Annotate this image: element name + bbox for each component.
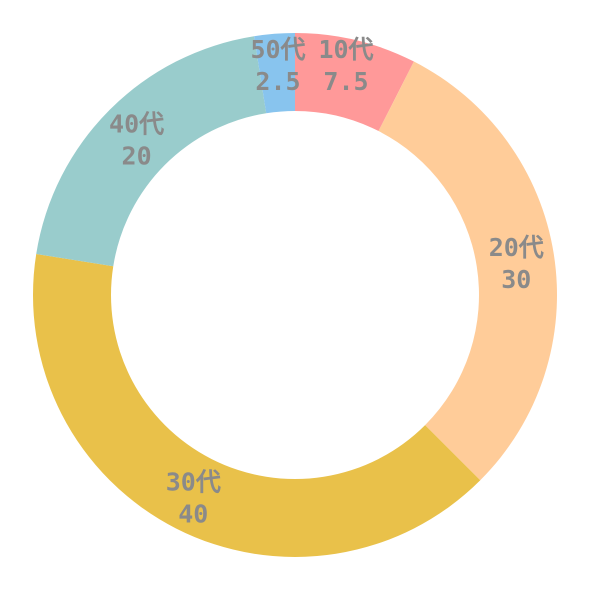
slice-value-label: 20 [122, 142, 152, 171]
slice-label-1: 20代 30 [489, 233, 544, 294]
slice-category-label: 10代 [318, 35, 373, 64]
slice-label-3: 40代 20 [109, 110, 164, 171]
slice-category-label: 50代 [250, 35, 305, 64]
slice-label-4: 50代 2.5 [250, 35, 305, 96]
slice-1 [378, 61, 557, 481]
slice-2 [32, 254, 481, 558]
slice-category-label: 30代 [166, 468, 221, 497]
slice-label-0: 10代 7.5 [318, 35, 373, 96]
slice-label-2: 30代 40 [166, 468, 221, 529]
slice-4 [254, 33, 295, 114]
slice-category-label: 20代 [489, 233, 544, 262]
slice-value-label: 7.5 [323, 67, 368, 96]
slice-value-label: 2.5 [255, 67, 300, 96]
slice-0 [295, 33, 414, 132]
slice-3 [36, 36, 267, 267]
slice-value-label: 40 [178, 500, 208, 529]
slice-value-label: 30 [501, 265, 531, 294]
slice-group [32, 33, 557, 558]
slice-category-label: 40代 [109, 110, 164, 139]
